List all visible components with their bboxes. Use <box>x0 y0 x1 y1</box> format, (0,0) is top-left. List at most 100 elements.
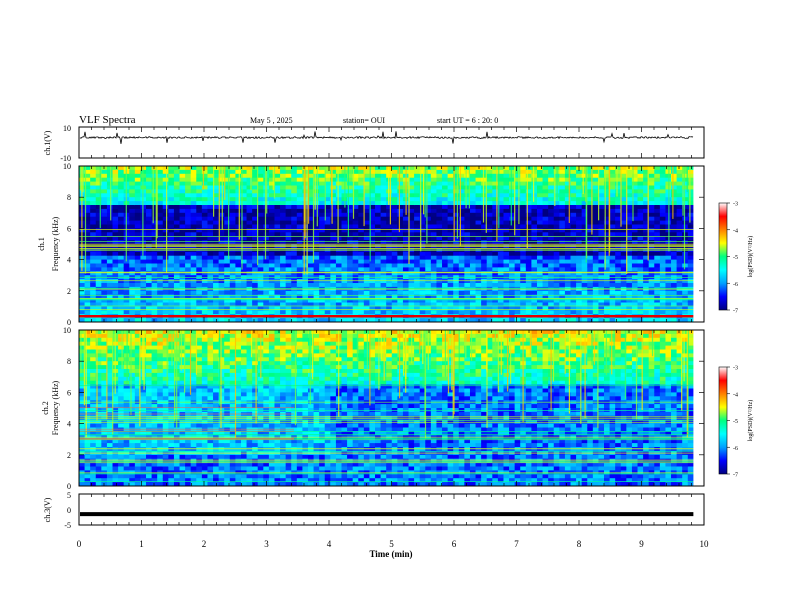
spectrogram-cell <box>626 267 633 272</box>
spectrogram-cell <box>95 185 102 190</box>
spectrogram-cell <box>520 251 527 257</box>
spectrogram-cell <box>240 169 247 175</box>
spectrogram-cell <box>190 279 197 284</box>
spectrogram-cell <box>252 173 259 179</box>
spectrogram-cell <box>84 349 91 354</box>
spectrogram-cell <box>564 232 571 237</box>
spectrogram-cell <box>587 294 594 299</box>
spectrogram-cell <box>201 310 208 315</box>
spectrogram-cell <box>352 205 359 210</box>
spectrogram-cell <box>430 259 437 264</box>
spectrogram-cell <box>134 232 141 237</box>
spectrogram-cell <box>436 201 443 206</box>
spectrogram-cell <box>106 197 113 202</box>
spectrogram-cell <box>313 294 320 299</box>
spectrogram-cell <box>112 228 119 233</box>
spectrogram-cell <box>609 208 616 214</box>
spectrogram-cell <box>620 189 627 194</box>
spectrogram-cell <box>280 193 287 198</box>
spectrogram-cell <box>201 208 208 214</box>
narrowband-line <box>79 299 694 301</box>
spectrogram-cell <box>564 318 571 323</box>
spectrogram-cell <box>397 251 404 257</box>
spectrogram-cell <box>274 166 281 171</box>
spectrogram-cell <box>335 255 342 260</box>
spectrogram-cell <box>643 283 650 288</box>
spectrogram-cell <box>252 294 259 299</box>
spectrogram-cell <box>185 306 192 311</box>
spectrogram-cell <box>229 283 236 288</box>
spectrogram-cell <box>90 423 97 428</box>
spectrogram-cell <box>475 271 482 276</box>
narrowband-line <box>79 272 694 274</box>
spectrogram-cell <box>151 224 158 229</box>
spectrogram-cell <box>542 208 549 214</box>
spectrogram-cell <box>570 267 577 272</box>
spectrogram-cell <box>492 232 499 237</box>
spectrogram-cell <box>425 283 432 288</box>
spectrogram-cell <box>682 255 689 260</box>
spectrogram-cell <box>604 181 610 186</box>
spectrogram-cell <box>391 216 398 221</box>
spectrogram-cell <box>687 240 694 245</box>
spectrogram-cell <box>335 251 342 257</box>
spectrogram-cell <box>375 232 382 237</box>
spectrogram-cell <box>531 294 538 299</box>
spectrogram-cell <box>475 306 482 311</box>
spectrogram-cell <box>134 193 141 198</box>
spectrogram-cell <box>659 255 666 260</box>
spectrogram-cell <box>631 220 638 225</box>
spectrogram-cell <box>112 255 119 260</box>
spectrogram-cell <box>548 310 555 315</box>
spectrogram-cell <box>687 177 694 182</box>
spectrogram-cell <box>84 267 91 272</box>
spectrogram-cell <box>190 271 197 276</box>
spectrogram-cell <box>659 169 666 175</box>
spectrogram-cell <box>453 169 460 175</box>
spectrogram-cell <box>363 279 370 284</box>
spectrogram-cell <box>609 216 616 221</box>
spectrogram-cell <box>687 310 694 315</box>
spectrogram-cell <box>687 294 694 299</box>
spectrogram-cell <box>347 240 354 245</box>
spectrogram-cell <box>380 224 387 229</box>
spectrogram-cell <box>469 271 476 276</box>
spectrogram-cell <box>648 212 655 218</box>
spectrogram-cell <box>101 220 108 225</box>
spectrogram-cell <box>531 169 538 175</box>
spectrogram-cell <box>497 177 504 182</box>
narrowband-line <box>79 241 694 242</box>
spectrogram-cell <box>129 251 136 257</box>
spectrogram-cell <box>246 208 253 214</box>
spectrogram-cell <box>414 193 421 198</box>
spectrogram-cell <box>570 302 577 307</box>
spectrogram-cell <box>464 212 471 218</box>
spectrogram-cell <box>609 279 616 284</box>
spectrogram-cell <box>146 255 153 260</box>
spectrogram-cell <box>118 185 125 190</box>
spectrogram-cell <box>559 208 566 214</box>
spectrogram-cell <box>442 185 449 190</box>
spectrogram-cell <box>79 404 85 409</box>
spectrogram-cell <box>536 169 543 175</box>
spectrogram-cell <box>453 216 460 221</box>
spectrogram-cell <box>481 197 488 202</box>
spectrogram-cell <box>626 240 633 245</box>
spectrogram-cell <box>380 197 387 202</box>
spectrogram-cell <box>185 240 192 245</box>
spectrogram-cell <box>296 220 303 225</box>
spectrogram-cell <box>430 232 437 237</box>
spectrogram-cell <box>95 466 102 471</box>
spectrogram-cell <box>514 236 521 241</box>
spectrogram-cell <box>687 263 694 268</box>
spectrogram-cell <box>587 240 594 245</box>
spectrogram-cell <box>542 236 549 241</box>
spectrogram-cell <box>341 271 348 276</box>
spectrogram-cell <box>643 201 650 206</box>
spectrogram-cell <box>536 271 543 276</box>
spectrogram-cell <box>570 255 577 260</box>
spectrogram-cell <box>397 197 404 202</box>
spectrogram-cell <box>654 310 661 315</box>
spectrogram-cell <box>240 306 247 311</box>
sferic-streak <box>568 166 570 223</box>
